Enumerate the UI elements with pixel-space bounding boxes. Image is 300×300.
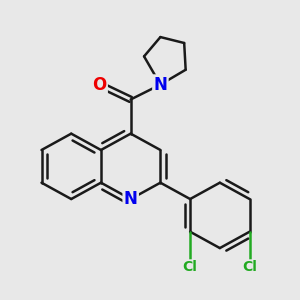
Text: N: N bbox=[154, 76, 167, 94]
Text: O: O bbox=[92, 76, 106, 94]
Text: N: N bbox=[124, 190, 138, 208]
Text: Cl: Cl bbox=[183, 260, 198, 274]
Text: Cl: Cl bbox=[242, 260, 257, 274]
